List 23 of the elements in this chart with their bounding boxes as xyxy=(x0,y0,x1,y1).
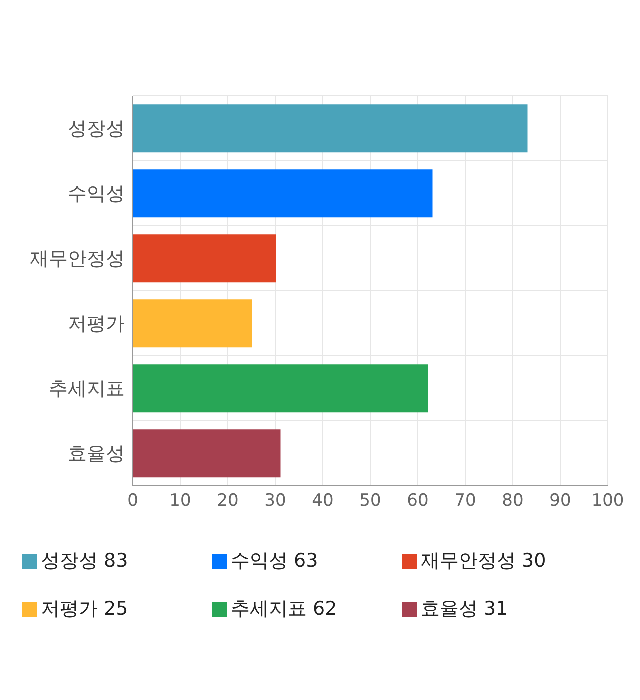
legend-label: 저평가 25 xyxy=(41,598,128,620)
legend-label: 추세지표 62 xyxy=(231,598,338,620)
y-tick-label: 성장성 xyxy=(68,118,125,140)
y-tick-label: 저평가 xyxy=(68,313,125,336)
legend-label: 효율성 31 xyxy=(421,598,508,620)
x-tick-label: 70 xyxy=(454,491,476,512)
y-tick-label: 재무안정성 xyxy=(30,248,125,270)
x-tick-label: 10 xyxy=(170,491,192,512)
x-tick-label: 50 xyxy=(360,491,382,512)
x-tick-label: 30 xyxy=(264,491,286,512)
x-tick-label: 60 xyxy=(407,491,429,512)
legend-label: 수익성 63 xyxy=(231,550,318,572)
y-tick-label: 추세지표 xyxy=(49,378,125,400)
x-tick-label: 20 xyxy=(217,491,239,512)
y-tick-label: 수익성 xyxy=(68,183,125,206)
x-tick-label: 90 xyxy=(550,491,572,512)
legend-label: 성장성 83 xyxy=(41,550,128,572)
x-tick-label: 0 xyxy=(128,491,138,512)
x-tick-label: 40 xyxy=(312,491,334,512)
legend-label: 재무안정성 30 xyxy=(421,550,546,572)
x-tick-label: 80 xyxy=(502,491,524,512)
y-tick-label: 효율성 xyxy=(68,443,125,466)
x-tick-label: 100 xyxy=(592,491,624,512)
